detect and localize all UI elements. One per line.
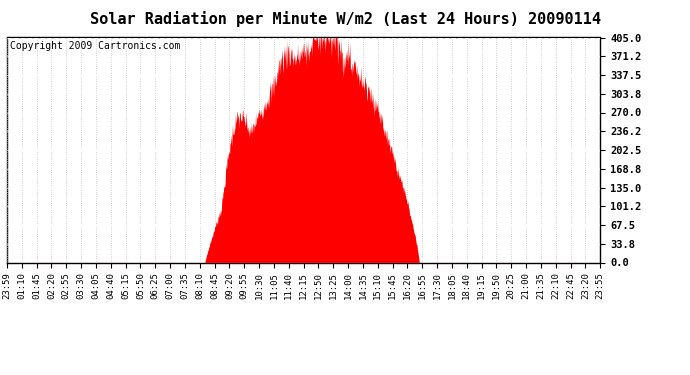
Text: Copyright 2009 Cartronics.com: Copyright 2009 Cartronics.com (10, 41, 180, 51)
Text: Solar Radiation per Minute W/m2 (Last 24 Hours) 20090114: Solar Radiation per Minute W/m2 (Last 24… (90, 11, 600, 27)
